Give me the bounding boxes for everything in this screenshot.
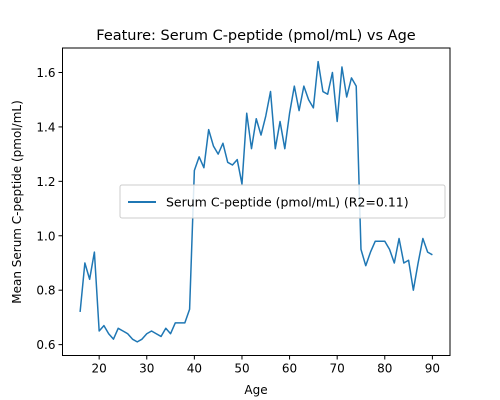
y-tick-label: 1.2 [36, 175, 55, 189]
series-layer [79, 60, 433, 343]
y-axis-label: Mean Serum C-peptide (pmol/mL) [10, 100, 24, 304]
series-line [79, 60, 433, 343]
x-axis-label: Age [244, 383, 267, 397]
axes-frame [62, 47, 451, 356]
y-tick-label: 1.0 [36, 229, 55, 243]
x-tick-label: 70 [330, 362, 345, 376]
x-tick-label: 30 [139, 362, 154, 376]
plot-area: 20 30 40 50 60 70 80 90 0.6 0.8 1.0 1.2 1.4 1.6 [36, 47, 451, 376]
y-tick-label: 0.6 [36, 338, 55, 352]
y-tick-label: 1.4 [36, 120, 55, 134]
y-axis: 0.6 0.8 1.0 1.2 1.4 1.6 [36, 66, 63, 352]
legend: Serum C-peptide (pmol/mL) (R2=0.11) [119, 184, 446, 219]
chart-title: Feature: Serum C-peptide (pmol/mL) vs Ag… [96, 28, 416, 44]
legend-label: Serum C-peptide (pmol/mL) (R2=0.11) [166, 195, 409, 210]
y-tick-label: 0.8 [36, 284, 55, 298]
x-tick-label: 80 [377, 362, 392, 376]
x-tick-label: 40 [187, 362, 202, 376]
x-tick-label: 50 [234, 362, 249, 376]
x-axis: 20 30 40 50 60 70 80 90 [92, 355, 440, 376]
y-tick-label: 1.6 [36, 66, 55, 80]
x-tick-label: 90 [425, 362, 440, 376]
legend-box [119, 184, 446, 219]
x-tick-label: 60 [282, 362, 297, 376]
x-tick-label: 20 [92, 362, 107, 376]
